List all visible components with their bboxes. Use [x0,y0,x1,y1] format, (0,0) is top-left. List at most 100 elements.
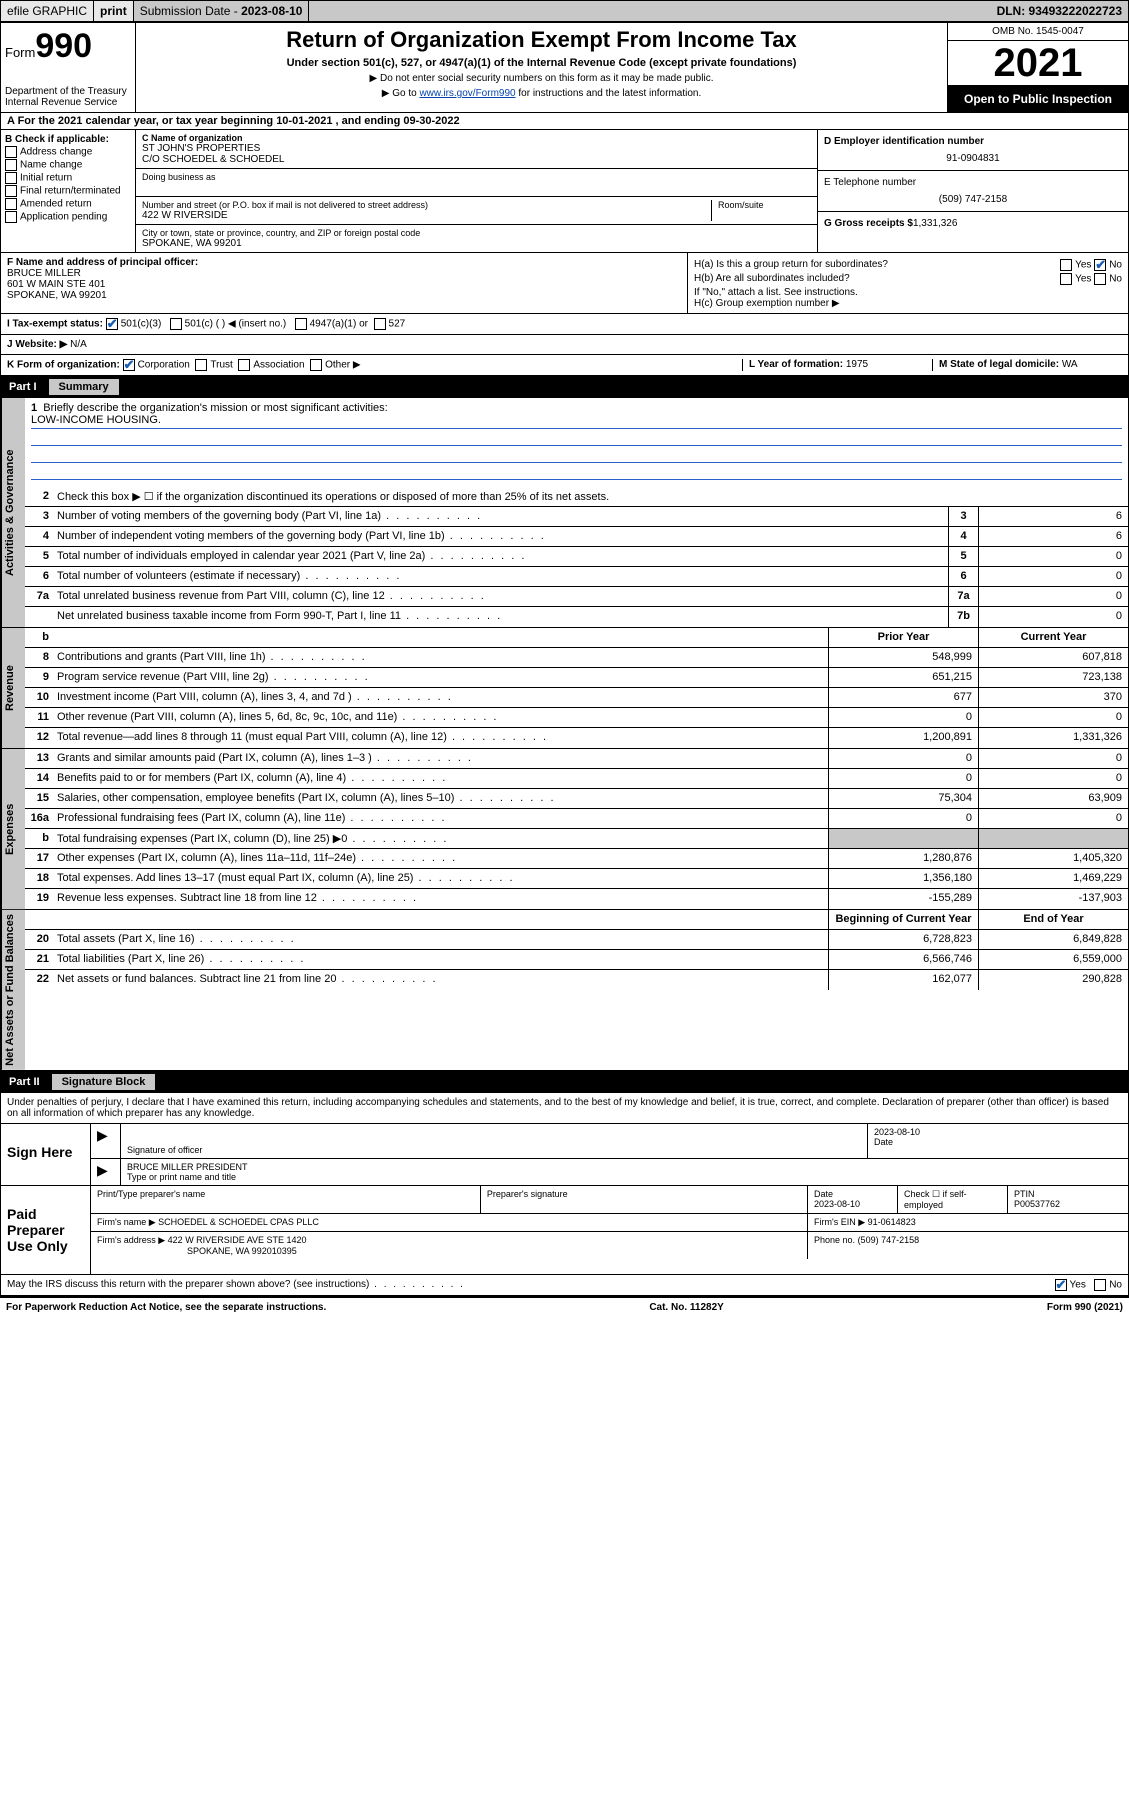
chk-4947[interactable] [295,318,307,330]
signature-label: Signature of officer [127,1145,861,1155]
vtab-expenses: Expenses [1,749,25,909]
form-header: Form990 Department of the Treasury Inter… [1,23,1128,113]
principal-officer: F Name and address of principal officer:… [1,253,688,313]
form-number: Form990 [5,27,131,66]
table-row: 16aProfessional fundraising fees (Part I… [25,809,1128,829]
gov-line: 7aTotal unrelated business revenue from … [25,587,1128,607]
row-j-website: J Website: ▶ N/A [1,335,1128,355]
table-row: 12Total revenue—add lines 8 through 11 (… [25,728,1128,748]
chk-corporation[interactable] [123,359,135,371]
preparer-date: Date2023-08-10 [808,1186,898,1213]
prior-year-header: Prior Year [828,628,978,647]
net-hdr-num [25,910,53,929]
col-b-checkboxes: B Check if applicable: Address change Na… [1,130,136,252]
begin-year-header: Beginning of Current Year [828,910,978,929]
preparer-ptin: PTINP00537762 [1008,1186,1128,1213]
gov-line: 5Total number of individuals employed in… [25,547,1128,567]
chk-address-change[interactable]: Address change [5,146,131,158]
vtab-governance: Activities & Governance [1,398,25,627]
row-a-tax-year: A For the 2021 calendar year, or tax yea… [1,113,1128,130]
print-button[interactable]: print [94,1,134,21]
preparer-name-hdr: Print/Type preparer's name [91,1186,481,1213]
chk-other[interactable] [310,359,322,371]
dba-cell: Doing business as [136,169,817,197]
form-title: Return of Organization Exempt From Incom… [140,27,943,53]
gov-line: 2Check this box ▶ ☐ if the organization … [25,487,1128,507]
table-row: 8Contributions and grants (Part VIII, li… [25,648,1128,668]
irs-link[interactable]: www.irs.gov/Form990 [419,88,515,99]
chk-discuss-no[interactable] [1094,1279,1106,1291]
row-i-tax-exempt: I Tax-exempt status: 501(c)(3) 501(c) ( … [1,314,1128,335]
page-footer: For Paperwork Reduction Act Notice, see … [0,1297,1129,1317]
paid-preparer-label: Paid Preparer Use Only [1,1186,91,1274]
chk-initial-return[interactable]: Initial return [5,172,131,184]
gov-line: 6Total number of volunteers (estimate if… [25,567,1128,587]
table-row: 10Investment income (Part VIII, column (… [25,688,1128,708]
section-revenue: Revenue b Prior Year Current Year 8Contr… [1,628,1128,749]
block-b-c-d: B Check if applicable: Address change Na… [1,130,1128,253]
officer-name-label: Type or print name and title [127,1172,1122,1182]
sign-here-label: Sign Here [1,1124,91,1185]
chk-final-return[interactable]: Final return/terminated [5,185,131,197]
gross-receipts-cell: G Gross receipts $1,331,326 [818,212,1128,235]
firm-address: Firm's address ▶ 422 W RIVERSIDE AVE STE… [91,1232,808,1259]
dln-label: DLN: 93493222022723 [991,1,1128,21]
vtab-net-assets: Net Assets or Fund Balances [1,910,25,1070]
chk-association[interactable] [238,359,250,371]
table-row: 18Total expenses. Add lines 13–17 (must … [25,869,1128,889]
form-number-footer: Form 990 (2021) [1047,1302,1123,1313]
table-row: 9Program service revenue (Part VIII, lin… [25,668,1128,688]
paperwork-notice: For Paperwork Reduction Act Notice, see … [6,1302,326,1313]
gov-line: 3Number of voting members of the governi… [25,507,1128,527]
chk-501c3[interactable] [106,318,118,330]
row-k-org-form: K Form of organization: Corporation Trus… [1,355,1128,376]
chk-trust[interactable] [195,359,207,371]
sign-here-block: Sign Here ▶ Signature of officer 2023-08… [1,1124,1128,1186]
vtab-revenue: Revenue [1,628,25,748]
signature-intro: Under penalties of perjury, I declare th… [1,1093,1128,1124]
submission-date: Submission Date - 2023-08-10 [134,1,310,21]
preparer-self-emp: Check ☐ if self-employed [898,1186,1008,1213]
catalog-number: Cat. No. 11282Y [649,1302,723,1313]
form-subtitle: Under section 501(c), 527, or 4947(a)(1)… [140,57,943,69]
chk-app-pending[interactable]: Application pending [5,211,131,223]
current-year-header: Current Year [978,628,1128,647]
part-2-header: Part II Signature Block [1,1071,1128,1093]
efile-label: efile GRAPHIC [1,1,94,21]
chk-527[interactable] [374,318,386,330]
tax-year: 2021 [948,41,1128,86]
end-year-header: End of Year [978,910,1128,929]
discuss-row: May the IRS discuss this return with the… [1,1275,1128,1296]
table-row: 14Benefits paid to or for members (Part … [25,769,1128,789]
section-governance: Activities & Governance 1 Briefly descri… [1,398,1128,628]
signature-date-label: Date [874,1137,1122,1147]
gov-line: 4Number of independent voting members of… [25,527,1128,547]
city-cell: City or town, state or province, country… [136,225,817,252]
chk-501c[interactable] [170,318,182,330]
chk-amended[interactable]: Amended return [5,198,131,210]
arrow-icon: ▶ [97,1127,108,1143]
arrow-icon: ▶ [97,1162,108,1178]
table-row: bTotal fundraising expenses (Part IX, co… [25,829,1128,849]
table-row: 21Total liabilities (Part X, line 26)6,5… [25,950,1128,970]
part-1-header: Part I Summary [1,376,1128,398]
omb-number: OMB No. 1545-0047 [948,23,1128,41]
table-row: 22Net assets or fund balances. Subtract … [25,970,1128,990]
preparer-sig-hdr: Preparer's signature [481,1186,808,1213]
rev-hdr-num: b [25,628,53,647]
table-row: 13Grants and similar amounts paid (Part … [25,749,1128,769]
net-hdr-desc [53,910,828,929]
form-note-1: ▶ Do not enter social security numbers o… [140,73,943,84]
address-cell: Number and street (or P.O. box if mail i… [136,197,817,225]
chk-name-change[interactable]: Name change [5,159,131,171]
mission-block: 1 Briefly describe the organization's mi… [25,398,1128,487]
telephone-cell: E Telephone number (509) 747-2158 [818,171,1128,212]
form-note-2: ▶ Go to www.irs.gov/Form990 for instruct… [140,88,943,99]
col-b-label: B Check if applicable: [5,134,131,145]
firm-name: Firm's name ▶ SCHOEDEL & SCHOEDEL CPAS P… [91,1214,808,1231]
form-container: Form990 Department of the Treasury Inter… [0,22,1129,1297]
chk-discuss-yes[interactable] [1055,1279,1067,1291]
paid-preparer-block: Paid Preparer Use Only Print/Type prepar… [1,1186,1128,1275]
officer-name: BRUCE MILLER PRESIDENT [127,1162,1122,1172]
table-row: 19Revenue less expenses. Subtract line 1… [25,889,1128,909]
